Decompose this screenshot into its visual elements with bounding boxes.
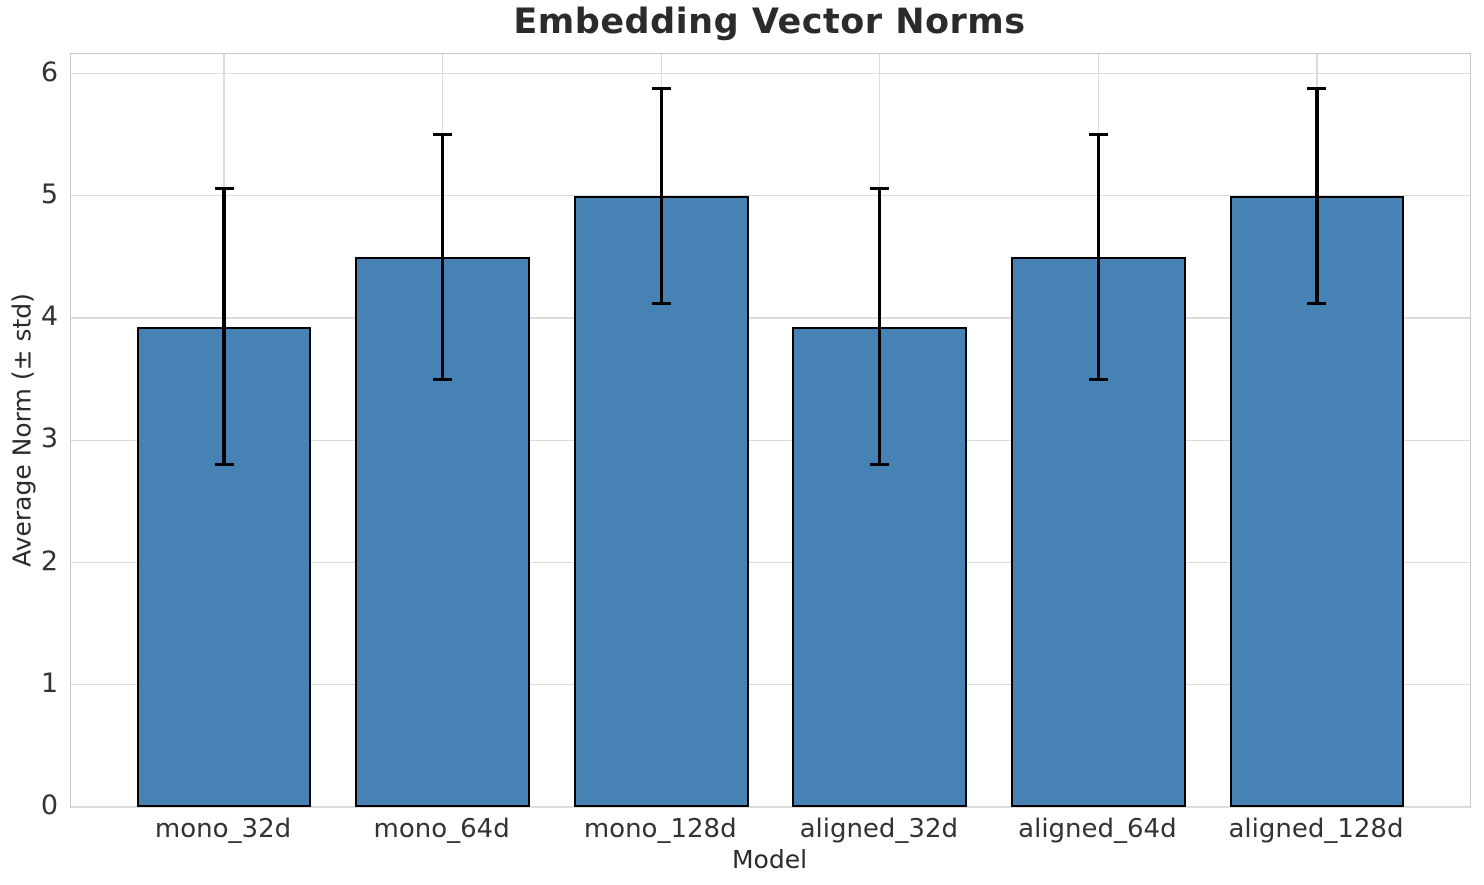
error-bar-cap-top-mono_32d <box>214 186 234 191</box>
error-bar-cap-top-aligned_128d <box>1307 86 1327 90</box>
gridline-horizontal <box>71 806 1470 808</box>
x-tick-label-mono_32d: mono_32d <box>154 814 292 844</box>
error-bar-cap-bottom-mono_64d <box>433 377 453 381</box>
error-bar-cap-bottom-aligned_128d <box>1307 301 1327 305</box>
error-bar-cap-bottom-aligned_64d <box>1088 377 1108 381</box>
error-bar-cap-top-mono_64d <box>433 133 453 137</box>
y-tick-label: 2 <box>40 545 58 577</box>
gridline-horizontal <box>71 195 1470 197</box>
y-tick-label: 4 <box>40 301 58 333</box>
x-tick-label-aligned_64d: aligned_64d <box>1018 814 1177 844</box>
chart-title: Embedding Vector Norms <box>513 2 1026 42</box>
error-bar-cap-top-mono_128d <box>651 86 671 90</box>
gridline-horizontal <box>71 561 1470 564</box>
y-tick-label: 0 <box>40 790 58 821</box>
y-tick-label: 6 <box>40 56 58 88</box>
error-bar-line-aligned_64d <box>1096 134 1100 380</box>
x-tick-label-mono_64d: mono_64d <box>373 814 510 844</box>
gridline-horizontal <box>71 72 1470 75</box>
error-bar-cap-bottom-mono_32d <box>214 463 234 467</box>
y-tick-label: 1 <box>40 667 58 699</box>
y-tick-label: 3 <box>40 423 58 455</box>
error-bar-line-mono_64d <box>441 134 445 380</box>
error-bar-line-aligned_128d <box>1315 88 1319 304</box>
x-tick-label-aligned_32d: aligned_32d <box>799 814 959 844</box>
error-bar-cap-top-aligned_32d <box>870 186 890 191</box>
error-bar-line-mono_32d <box>222 188 226 465</box>
error-bar-cap-bottom-aligned_32d <box>870 463 890 467</box>
x-axis-label: Model <box>731 845 808 874</box>
error-bar-line-aligned_32d <box>878 188 882 465</box>
gridline-horizontal <box>71 439 1470 441</box>
plot-area <box>70 53 1471 808</box>
error-bar-cap-bottom-mono_128d <box>651 301 671 305</box>
gridline-horizontal <box>71 317 1470 319</box>
x-tick-label-aligned_128d: aligned_128d <box>1228 814 1404 844</box>
x-tick-label-mono_128d: mono_128d <box>583 814 737 844</box>
gridline-horizontal <box>71 684 1470 686</box>
y-tick-label: 5 <box>40 178 58 210</box>
error-bar-line-mono_128d <box>659 88 663 304</box>
error-bar-cap-top-aligned_64d <box>1088 133 1108 137</box>
